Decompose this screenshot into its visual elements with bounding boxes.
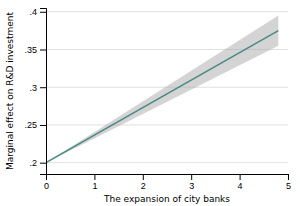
tick-mark xyxy=(94,174,95,180)
tick-label: 4 xyxy=(238,181,243,191)
grid-line xyxy=(46,162,288,163)
tick-label: 0 xyxy=(44,181,49,191)
x-axis: 0 1 2 3 4 5 xyxy=(44,174,291,191)
chart: 0 1 2 3 4 5 .2 .25 .3 .35 .4 The expansion of city … xyxy=(0,0,300,206)
tick-mark xyxy=(40,12,46,13)
tick-mark xyxy=(40,50,46,51)
confidence-band xyxy=(46,16,278,163)
tick-mark xyxy=(40,163,46,164)
x-axis-title: The expansion of city banks xyxy=(103,194,230,204)
grid-line xyxy=(46,124,288,125)
tick: .25 xyxy=(24,120,46,130)
tick-label: .25 xyxy=(24,120,37,130)
tick: .2 xyxy=(29,158,46,168)
axis-line xyxy=(40,9,47,175)
tick-mark xyxy=(40,87,46,88)
y-axis: .2 .25 .3 .35 .4 xyxy=(24,7,46,174)
y-axis-title: Marginal effect on R&D investment xyxy=(5,11,15,170)
tick: 4 xyxy=(238,174,243,191)
tick: 2 xyxy=(141,174,146,191)
tick-mark xyxy=(288,174,289,180)
tick-label: .2 xyxy=(29,158,37,168)
tick-mark xyxy=(143,174,144,180)
tick-label: .3 xyxy=(29,83,37,93)
tick: 5 xyxy=(286,174,291,191)
tick-label: 3 xyxy=(189,181,194,191)
axis-line xyxy=(47,175,289,181)
tick-label: .35 xyxy=(24,45,37,55)
tick: 1 xyxy=(92,174,97,191)
tick: 0 xyxy=(44,174,49,191)
tick-mark xyxy=(240,174,241,180)
tick-mark xyxy=(40,125,46,126)
tick-label: .4 xyxy=(29,7,37,17)
tick: .4 xyxy=(29,7,46,17)
tick-label: 1 xyxy=(92,181,97,191)
tick-label: 2 xyxy=(141,181,146,191)
grid-line xyxy=(46,11,288,12)
plot: 0 1 2 3 4 5 .2 .25 .3 .35 .4 xyxy=(24,7,291,191)
grid xyxy=(46,12,288,163)
marks xyxy=(46,16,278,163)
tick: 3 xyxy=(189,174,194,191)
tick-mark xyxy=(191,174,192,180)
line xyxy=(46,31,278,163)
tick: .35 xyxy=(24,45,46,55)
tick: .3 xyxy=(29,83,46,93)
tick-label: 5 xyxy=(286,181,291,191)
